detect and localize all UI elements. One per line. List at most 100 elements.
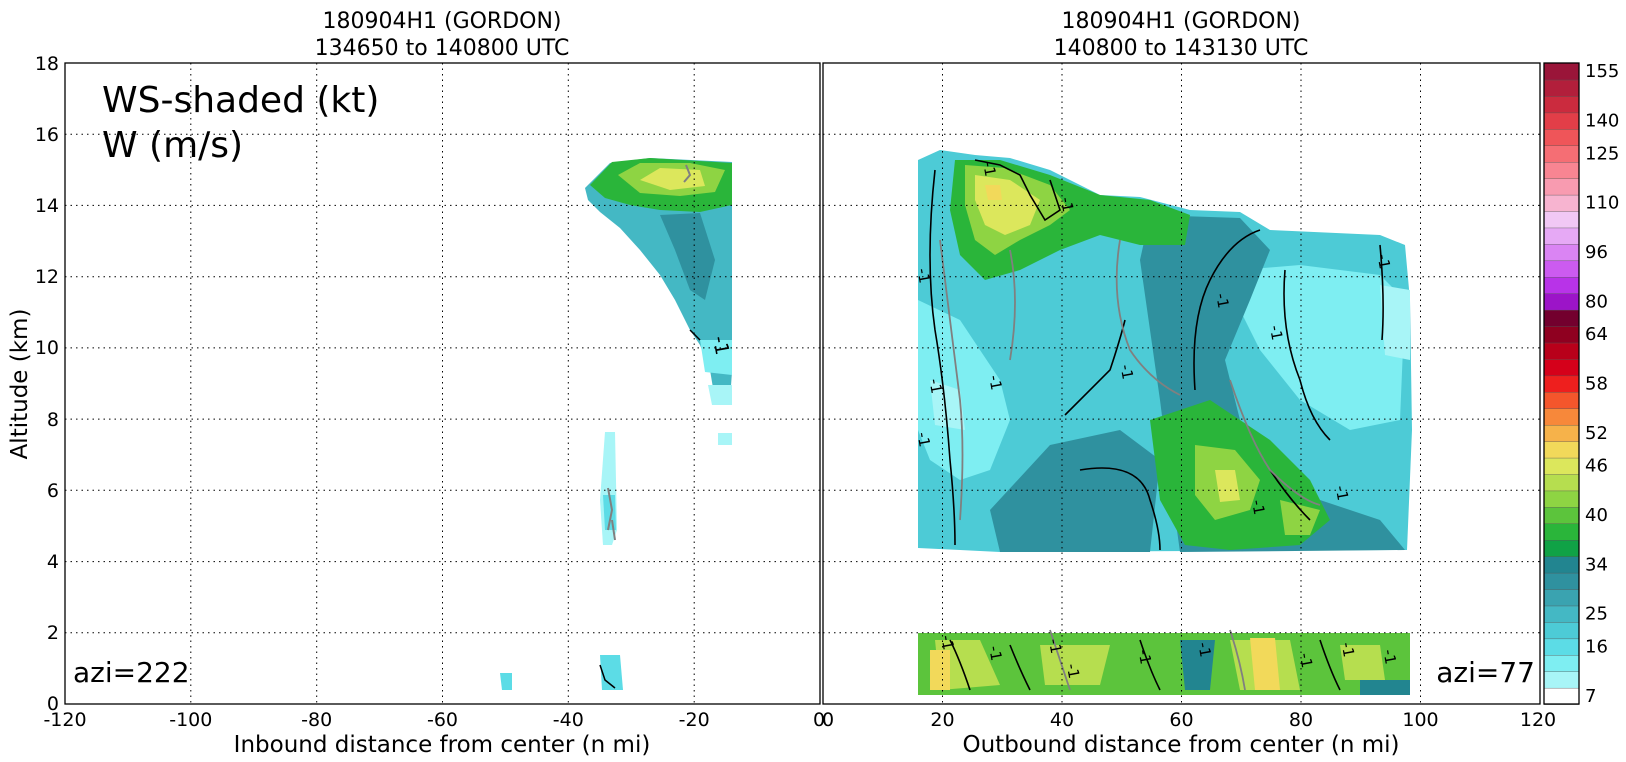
colorbar-swatch xyxy=(1543,523,1580,541)
colorbar-swatch xyxy=(1543,62,1580,81)
left-x-ticks: -120 -100 -80 -60 -40 -20 0 xyxy=(43,709,825,731)
colorbar-swatch xyxy=(1543,95,1580,114)
left-ws-field-cyan xyxy=(700,340,732,375)
colorbar-labels: 7 16 25 34 40 46 52 58 64 80 96 110 125 … xyxy=(1585,61,1619,707)
colorbar-swatch xyxy=(1543,375,1580,393)
right-ws-field-orange xyxy=(985,185,1002,200)
x-tick-label: -40 xyxy=(553,709,584,731)
colorbar-tick-label: 34 xyxy=(1585,554,1608,575)
left-ws-field-lightcyan xyxy=(708,385,732,445)
colorbar-swatch xyxy=(1543,260,1580,278)
contour-label: -1 xyxy=(925,377,945,395)
colorbar-swatch xyxy=(1543,555,1580,574)
left-ws-field-dark xyxy=(660,213,715,300)
colorbar-swatch xyxy=(1543,588,1580,607)
colorbar-swatch xyxy=(1543,424,1580,442)
colorbar-swatch xyxy=(1543,128,1580,146)
colorbar-tick-label: 25 xyxy=(1585,604,1608,625)
colorbar-swatch xyxy=(1543,687,1580,705)
colorbar-swatch xyxy=(1543,440,1580,459)
colorbar-swatch xyxy=(1543,407,1580,426)
left-w-contour-black xyxy=(599,329,701,689)
legend-line-ws: WS-shaded (kt) xyxy=(102,80,379,121)
y-tick-label: 0 xyxy=(47,693,59,715)
colorbar-tick-label: 40 xyxy=(1585,505,1608,526)
right-ws-band-low-dark xyxy=(1180,640,1410,695)
right-ws-field-yellow xyxy=(975,175,1240,502)
contour-label: -1 xyxy=(937,634,957,652)
colorbar-tick-label: 110 xyxy=(1585,193,1619,214)
y-tick-label: 4 xyxy=(47,551,59,573)
colorbar-tick-label: 64 xyxy=(1585,324,1608,345)
y-tick-label: 18 xyxy=(35,53,59,75)
colorbar-swatch xyxy=(1543,490,1580,508)
y-tick-label: 10 xyxy=(35,337,59,359)
colorbar-swatch xyxy=(1543,670,1580,689)
contour-label: -1 xyxy=(1266,324,1286,342)
left-panel: -1 180904H1 (GORDON) 134650 to 140800 UT… xyxy=(7,9,825,758)
contour-label: -1 xyxy=(1117,363,1137,381)
colorbar-swatch xyxy=(1543,539,1580,557)
colorbar-tick-label: 125 xyxy=(1585,143,1619,164)
contour-label: -1 xyxy=(1194,641,1214,659)
left-x-axis-label: Inbound distance from center (n mi) xyxy=(234,732,651,758)
colorbar-tick-label: 155 xyxy=(1585,61,1619,82)
x-tick-label: -80 xyxy=(301,709,332,731)
right-x-ticks: 0 20 40 60 80 100 120 xyxy=(822,709,1556,731)
right-w-contour-black xyxy=(929,159,1384,691)
colorbar-swatch xyxy=(1543,342,1580,360)
colorbar-swatch xyxy=(1543,654,1580,672)
left-plot-fill xyxy=(500,158,732,690)
contour-label: -1 xyxy=(1338,641,1358,659)
contour-label: -1 xyxy=(913,267,933,285)
colorbar-swatch xyxy=(1543,227,1580,245)
y-tick-label: 2 xyxy=(47,622,59,644)
right-azimuth-label: azi=77 xyxy=(1436,656,1535,689)
colorbar-swatch xyxy=(1543,309,1580,327)
colorbar-swatch xyxy=(1543,473,1580,492)
contour-label: -1 xyxy=(979,160,999,178)
left-title: 180904H1 (GORDON) xyxy=(322,9,561,34)
x-tick-label: 0 xyxy=(813,709,825,731)
contour-label: -1 xyxy=(985,644,1005,662)
x-tick-label: -20 xyxy=(679,709,710,731)
contour-label: -1 xyxy=(985,374,1005,392)
x-tick-label: 40 xyxy=(1050,709,1074,731)
right-plot-fill xyxy=(918,150,1412,695)
colorbar-swatch xyxy=(1543,325,1580,344)
colorbar: 7 16 25 34 40 46 52 58 64 80 96 110 125 … xyxy=(1543,61,1619,707)
right-x-axis-label: Outbound distance from center (n mi) xyxy=(963,732,1400,758)
colorbar-swatch xyxy=(1543,276,1580,294)
y-axis-label: Altitude (km) xyxy=(7,309,33,460)
contour-label: -1 xyxy=(1212,292,1232,310)
colorbar-tick-label: 58 xyxy=(1585,374,1608,395)
colorbar-tick-label: 140 xyxy=(1585,111,1619,132)
colorbar-swatch xyxy=(1543,194,1580,212)
colorbar-swatch xyxy=(1543,144,1580,163)
right-plot-frame xyxy=(822,62,1541,705)
colorbar-swatch xyxy=(1543,177,1580,196)
colorbar-tick-label: 16 xyxy=(1585,636,1608,657)
contour-label: -1 xyxy=(1134,648,1154,666)
contour-label: -1 xyxy=(1248,498,1268,516)
colorbar-tick-label: 80 xyxy=(1585,291,1608,312)
contour-label: -1 xyxy=(708,334,733,356)
right-contour-labels: -1 -1 -1 -1 -1 -1 -1 -1 -1 -1 -1 -1 -1 -… xyxy=(913,160,1399,680)
colorbar-tick-label: 52 xyxy=(1585,423,1608,444)
contour-label: -1 xyxy=(1057,196,1077,214)
contour-label: -1 xyxy=(913,431,933,449)
right-gridlines xyxy=(823,63,1540,704)
colorbar-swatch xyxy=(1543,210,1580,229)
colorbar-swatches xyxy=(1543,62,1580,705)
left-gridlines xyxy=(65,63,820,704)
colorbar-swatch xyxy=(1543,79,1580,97)
y-tick-label: 12 xyxy=(35,266,59,288)
left-ws-blob-small xyxy=(500,673,512,690)
legend-line-w: W (m/s) xyxy=(102,125,243,166)
colorbar-swatch xyxy=(1543,243,1580,262)
left-subtitle: 134650 to 140800 UTC xyxy=(315,36,570,61)
colorbar-tick-label: 96 xyxy=(1585,242,1608,263)
contour-label: -1 xyxy=(1373,253,1393,271)
colorbar-swatch xyxy=(1543,391,1580,409)
